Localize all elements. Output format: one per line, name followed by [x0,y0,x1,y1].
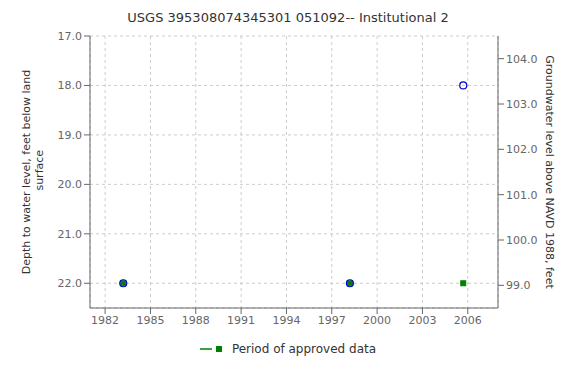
svg-text:2003: 2003 [408,314,436,327]
svg-text:18.0: 18.0 [58,79,83,92]
svg-text:1985: 1985 [136,314,164,327]
svg-text:103.0: 103.0 [506,98,538,111]
svg-text:Groundwater level above NAVD 1: Groundwater level above NAVD 1988, feet [543,55,556,289]
svg-text:20.0: 20.0 [58,178,83,191]
svg-text:102.0: 102.0 [506,143,538,156]
svg-text:2000: 2000 [363,314,391,327]
svg-text:1991: 1991 [227,314,255,327]
svg-text:1994: 1994 [272,314,300,327]
svg-text:21.0: 21.0 [58,228,83,241]
svg-text:104.0: 104.0 [506,53,538,66]
svg-text:101.0: 101.0 [506,189,538,202]
html-text:Period of approved data: Period of approved data [231,342,377,356]
svg-text:17.0: 17.0 [58,30,83,43]
svg-text:100.0: 100.0 [506,234,538,247]
svg-text:1982: 1982 [91,314,119,327]
svg-text:1997: 1997 [318,314,346,327]
html-text:USGS 395308074345301 051092--: USGS 395308074345301 051092-- Institutio… [127,10,449,25]
svg-text:2006: 2006 [454,314,482,327]
svg-text:22.0: 22.0 [58,277,83,290]
svg-text:1988: 1988 [182,314,210,327]
svg-text:Depth to water level, feet bel: Depth to water level, feet below land su… [20,70,46,275]
svg-text:19.0: 19.0 [58,129,83,142]
svg-text:99.0: 99.0 [506,279,531,292]
